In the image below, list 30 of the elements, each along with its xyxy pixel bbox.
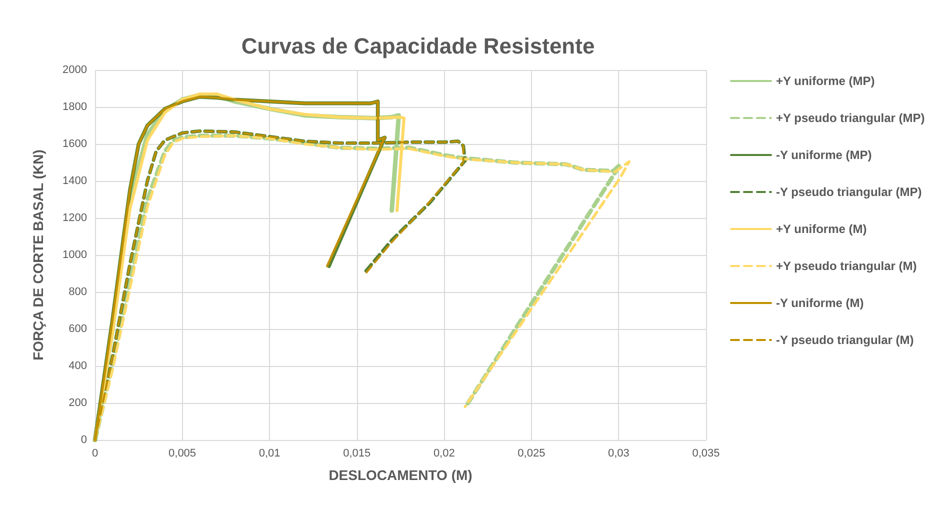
- chart-title: Curvas de Capacidade Resistente: [241, 34, 595, 58]
- y-tick-label: 2000: [62, 64, 87, 76]
- x-tick-label: 0,025: [518, 448, 546, 460]
- x-axis-title: DESLOCAMENTO (M): [328, 467, 472, 483]
- y-tick-label: 400: [68, 360, 87, 372]
- legend-label: +Y uniforme (MP): [776, 74, 875, 88]
- x-tick-label: 0,035: [692, 448, 720, 460]
- y-tick-label: 0: [80, 434, 87, 446]
- legend-label: -Y pseudo triangular (M): [776, 333, 914, 347]
- legend-label: +Y uniforme (M): [776, 222, 867, 236]
- y-tick-label: 200: [68, 397, 87, 409]
- legend-label: +Y pseudo triangular (MP): [776, 111, 925, 125]
- y-tick-label: 1000: [62, 249, 87, 261]
- legend-label: -Y uniforme (MP): [776, 148, 872, 162]
- x-tick-label: 0,015: [343, 448, 371, 460]
- legend-label: -Y pseudo triangular (MP): [776, 185, 922, 199]
- legend-label: -Y uniforme (M): [776, 296, 864, 310]
- y-tick-label: 1600: [62, 138, 87, 150]
- x-tick-label: 0: [92, 448, 98, 460]
- y-tick-label: 1800: [62, 101, 87, 113]
- y-tick-label: 800: [68, 286, 87, 298]
- y-tick-label: 1400: [62, 175, 87, 187]
- x-tick-label: 0,02: [433, 448, 455, 460]
- x-tick-label: 0,03: [608, 448, 630, 460]
- y-tick-label: 600: [68, 323, 87, 335]
- x-tick-label: 0,005: [168, 448, 196, 460]
- y-tick-label: 1200: [62, 212, 87, 224]
- x-tick-label: 0,01: [258, 448, 280, 460]
- legend-label: +Y pseudo triangular (M): [776, 259, 917, 273]
- y-axis-title: FORÇA DE CORTE BASAL (KN): [30, 150, 46, 360]
